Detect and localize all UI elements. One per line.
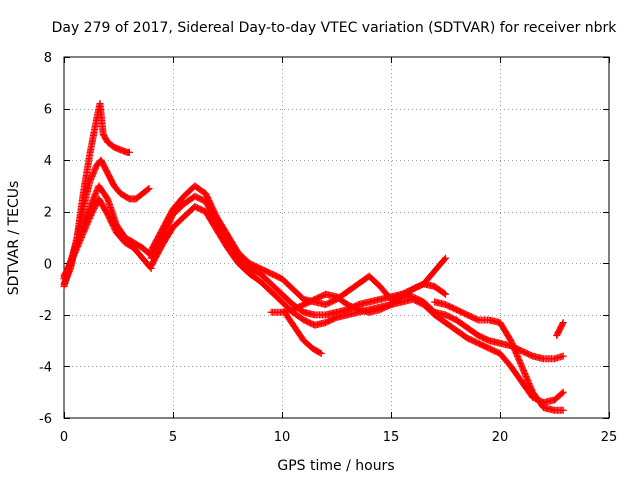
data-point xyxy=(84,217,92,225)
plot-frame xyxy=(63,56,610,419)
y-tick-label: 8 xyxy=(44,51,52,66)
y-tick-label: -6 xyxy=(39,412,52,427)
data-point xyxy=(76,238,84,246)
data-point xyxy=(80,228,88,236)
x-tick-label: 15 xyxy=(383,430,400,445)
data-point xyxy=(82,223,90,231)
series-track-10 xyxy=(431,298,567,414)
data-point xyxy=(70,251,78,259)
data-point xyxy=(442,290,449,298)
data-point xyxy=(559,320,567,328)
data-point xyxy=(71,248,79,256)
axis-ticks: 0 5 10 15 20 25 -6 -4 -2 0 2 4 6 8 xyxy=(39,51,617,445)
x-tick-label: 0 xyxy=(60,430,68,445)
data-point xyxy=(81,226,89,234)
data-point xyxy=(442,254,449,262)
data-point xyxy=(559,352,567,360)
data-point xyxy=(74,241,82,249)
data-point xyxy=(84,219,92,227)
data-point xyxy=(559,319,567,327)
data-point xyxy=(82,222,90,230)
data-point xyxy=(440,289,448,297)
data-point xyxy=(87,200,95,208)
x-tick-label: 5 xyxy=(169,430,177,445)
data-point xyxy=(144,185,152,193)
series-track-4 xyxy=(60,195,155,290)
y-tick-label: -4 xyxy=(39,360,52,375)
data-point xyxy=(76,236,84,244)
data-point xyxy=(73,244,81,252)
data-point xyxy=(79,229,87,237)
data-point xyxy=(317,350,325,358)
data-point xyxy=(316,349,324,357)
grid-lines xyxy=(64,57,609,418)
data-point xyxy=(92,188,100,196)
data-points xyxy=(60,99,567,414)
data-point xyxy=(69,253,77,261)
series-track-8 xyxy=(282,311,325,358)
data-point xyxy=(91,191,99,199)
data-point xyxy=(441,255,449,263)
data-point xyxy=(558,389,566,397)
data-point xyxy=(69,254,77,262)
x-axis-label: GPS time / hours xyxy=(277,458,394,474)
data-point xyxy=(77,235,85,243)
data-point xyxy=(81,225,89,233)
series-track-9 xyxy=(267,280,449,316)
x-tick-label: 25 xyxy=(601,430,618,445)
data-point xyxy=(559,406,567,414)
y-tick-label: 4 xyxy=(44,154,52,169)
data-point xyxy=(85,216,93,224)
data-point xyxy=(83,220,91,228)
data-point xyxy=(559,388,567,396)
data-point xyxy=(75,239,83,247)
series-track-7 xyxy=(147,203,567,407)
data-point xyxy=(87,201,95,209)
y-tick-label: -2 xyxy=(39,309,52,324)
data-point xyxy=(125,148,133,156)
x-tick-label: 20 xyxy=(492,430,509,445)
series-track-11 xyxy=(553,319,567,339)
data-point xyxy=(91,192,99,200)
data-point xyxy=(71,250,79,258)
y-tick-label: 0 xyxy=(44,257,52,272)
data-point xyxy=(145,185,153,193)
data-point xyxy=(72,245,80,253)
data-point xyxy=(77,234,85,241)
y-axis-label: SDTVAR / TECUs xyxy=(6,181,22,296)
data-point xyxy=(78,232,86,240)
data-point xyxy=(72,247,80,255)
x-tick-label: 10 xyxy=(274,430,291,445)
data-point xyxy=(79,231,87,239)
chart-title: Day 279 of 2017, Sidereal Day-to-day VTE… xyxy=(52,20,618,36)
y-tick-label: 2 xyxy=(44,206,52,221)
data-point xyxy=(74,242,82,250)
y-tick-label: 6 xyxy=(44,103,52,118)
data-point xyxy=(90,194,98,202)
data-point xyxy=(92,189,100,197)
